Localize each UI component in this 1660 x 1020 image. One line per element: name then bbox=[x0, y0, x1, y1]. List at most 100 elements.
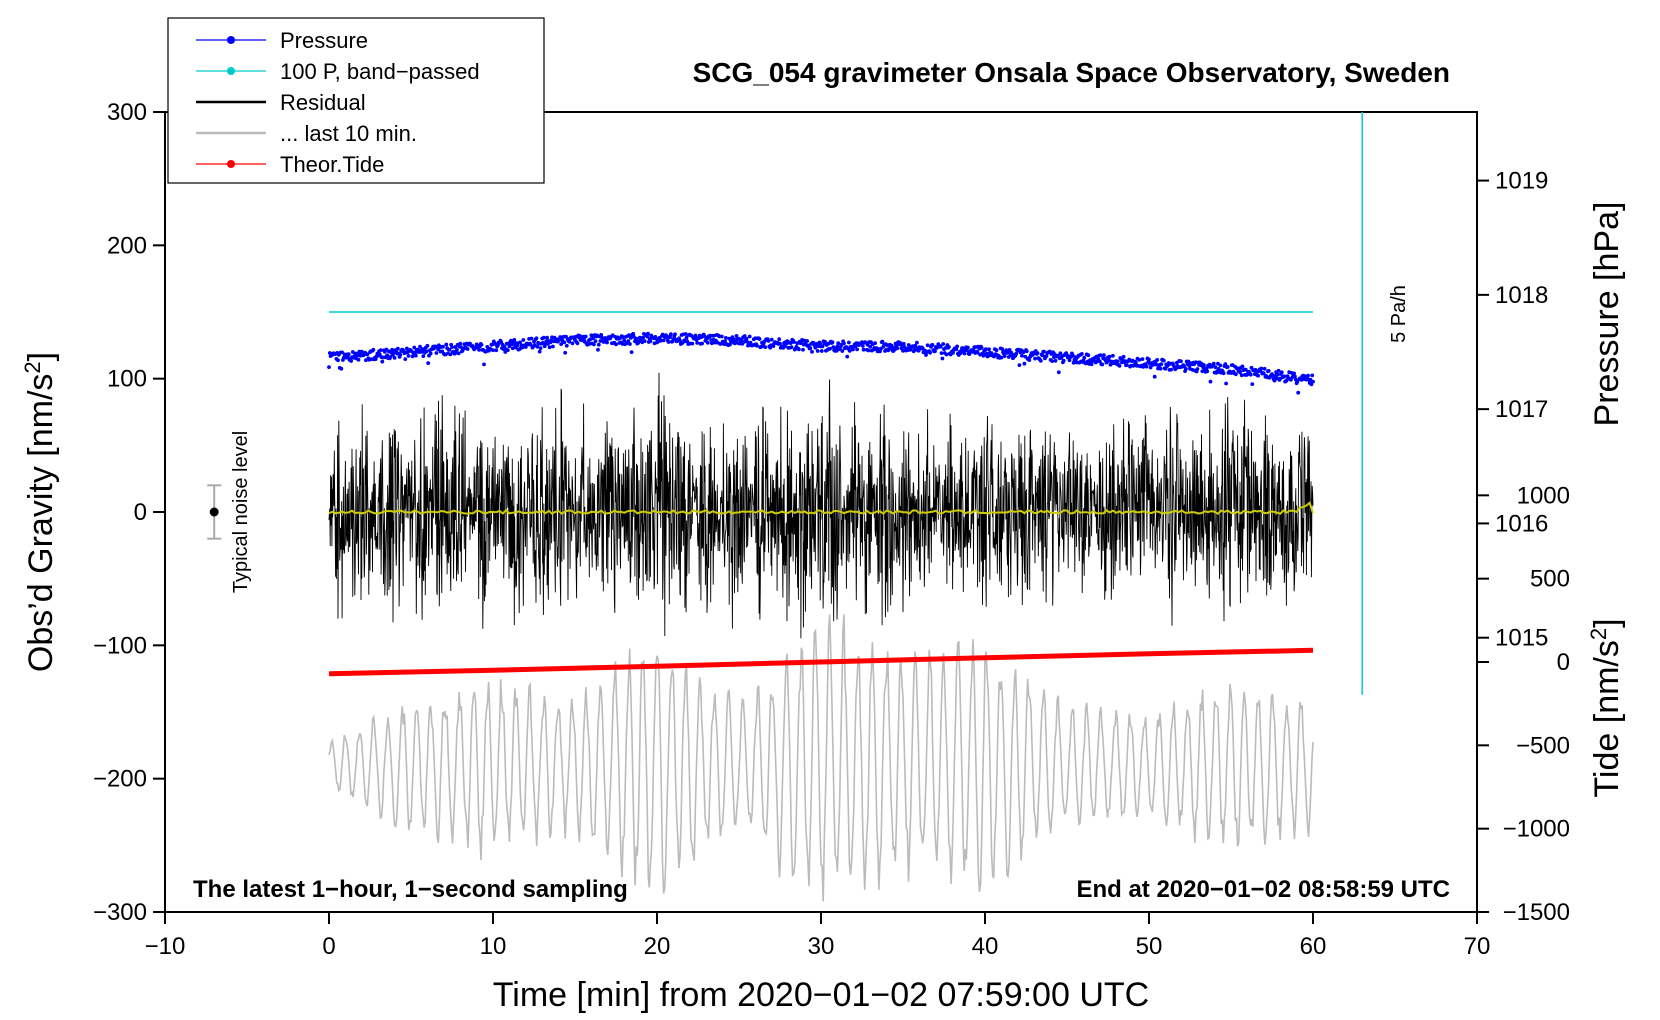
pressure-point bbox=[1184, 367, 1188, 371]
theoretical-tide-series bbox=[328, 647, 1314, 677]
pressure-point bbox=[744, 336, 749, 341]
pressure-point bbox=[769, 337, 774, 342]
pressure-point bbox=[777, 337, 782, 342]
x-tick-label: 70 bbox=[1464, 933, 1491, 960]
pressure-point bbox=[705, 340, 710, 345]
pressure-point bbox=[1276, 368, 1281, 373]
pressure-point bbox=[1053, 358, 1058, 363]
pressure-point bbox=[1027, 358, 1032, 362]
tide-tick-label: −500 bbox=[1516, 732, 1570, 759]
pressure-point bbox=[1061, 358, 1066, 363]
pressure-point bbox=[378, 348, 383, 352]
pressure-point bbox=[861, 347, 866, 352]
pressure-point bbox=[1097, 359, 1102, 364]
pressure-point bbox=[955, 344, 959, 349]
legend-label: Residual bbox=[280, 90, 366, 115]
pressure-point bbox=[805, 339, 809, 343]
pressure-point bbox=[447, 348, 452, 352]
pressure-point bbox=[755, 343, 759, 348]
pressure-point bbox=[494, 348, 499, 353]
legend-label: ... last 10 min. bbox=[280, 121, 417, 146]
pressure-point bbox=[734, 334, 739, 338]
pressure-point bbox=[414, 353, 418, 358]
pressure-point bbox=[819, 349, 824, 353]
pressure-point bbox=[1310, 373, 1315, 378]
pressure-point bbox=[728, 342, 732, 347]
pressure-point bbox=[789, 345, 794, 350]
pressure-point bbox=[365, 352, 370, 357]
pressure-tick-label: 1019 bbox=[1495, 168, 1548, 195]
y-axis-title-tide: Tide [nm/s2] bbox=[1586, 618, 1626, 797]
pressure-point bbox=[592, 342, 596, 347]
pressure-point bbox=[380, 359, 385, 364]
pressure-point bbox=[1234, 372, 1238, 377]
pressure-point bbox=[537, 349, 542, 354]
pressure-point bbox=[346, 352, 351, 357]
pressure-point bbox=[1292, 371, 1296, 376]
pressure-point bbox=[941, 342, 946, 346]
x-tick-label: −10 bbox=[145, 933, 186, 960]
pressure-point bbox=[1266, 369, 1271, 373]
pressure-point bbox=[1056, 370, 1061, 375]
pressure-point bbox=[596, 347, 600, 352]
pressure-point bbox=[810, 349, 814, 354]
pressure-point bbox=[1134, 360, 1138, 365]
pressure-point bbox=[690, 341, 695, 346]
tide-tick-label: 0 bbox=[1557, 649, 1570, 676]
pressure-point bbox=[1275, 372, 1280, 377]
x-tick-label: 30 bbox=[808, 933, 835, 960]
pressure-point bbox=[1042, 349, 1046, 354]
pressure-point bbox=[327, 365, 331, 369]
y-axis-pressure: 1015 1016 1017 1018 1019 bbox=[1477, 168, 1548, 652]
pressure-point bbox=[1262, 366, 1267, 371]
pressure-point bbox=[1309, 382, 1314, 387]
pressure-point bbox=[629, 350, 634, 354]
pressure-point bbox=[828, 346, 832, 351]
y-axis-title-tide-end: ] bbox=[1588, 618, 1626, 627]
pressure-point bbox=[915, 340, 919, 345]
pressure-point bbox=[1125, 363, 1129, 367]
pressure-point bbox=[1079, 352, 1084, 356]
pressure-point bbox=[962, 351, 967, 356]
y-axis-title-gravity-text: Obs’d Gravity [nm/s bbox=[22, 374, 60, 673]
pressure-point bbox=[913, 343, 918, 348]
pressure-point bbox=[1071, 360, 1076, 365]
pressure-point bbox=[745, 340, 750, 344]
pressure-point bbox=[593, 339, 598, 343]
pressure-point bbox=[847, 340, 851, 345]
annotation-rate: 5 Pa/h bbox=[1388, 285, 1410, 343]
pressure-point bbox=[456, 351, 461, 356]
pressure-point bbox=[559, 342, 563, 346]
y-axis-title-gravity-sup: 2 bbox=[20, 361, 45, 373]
pressure-point bbox=[1240, 364, 1245, 369]
y-tick-label: 100 bbox=[107, 366, 147, 393]
pressure-point bbox=[1311, 379, 1315, 384]
pressure-point bbox=[1306, 373, 1310, 378]
pressure-point bbox=[719, 334, 724, 339]
y-axis-title-tide-sup: 2 bbox=[1586, 628, 1611, 640]
chart-title: SCG_054 gravimeter Onsala Space Observat… bbox=[693, 57, 1450, 88]
pressure-point bbox=[518, 340, 522, 345]
y-tick-label: −100 bbox=[93, 632, 147, 659]
pressure-point bbox=[551, 344, 555, 349]
pressure-point bbox=[491, 348, 495, 353]
pressure-point bbox=[939, 351, 944, 355]
pressure-point bbox=[951, 351, 955, 355]
pressure-point bbox=[999, 355, 1004, 360]
pressure-point bbox=[1058, 351, 1063, 356]
pressure-point bbox=[570, 341, 575, 346]
pressure-point bbox=[1108, 362, 1113, 367]
pressure-point bbox=[535, 344, 540, 349]
pressure-point bbox=[1213, 365, 1218, 370]
pressure-point bbox=[349, 359, 353, 363]
pressure-point bbox=[1050, 359, 1055, 363]
pressure-point bbox=[813, 345, 818, 350]
pressure-point bbox=[529, 336, 534, 341]
pressure-point bbox=[339, 366, 344, 371]
tide-line bbox=[328, 647, 1314, 677]
pressure-point bbox=[1023, 354, 1028, 359]
pressure-point bbox=[641, 335, 645, 340]
pressure-point bbox=[575, 341, 580, 346]
pressure-point bbox=[564, 343, 569, 348]
pressure-point bbox=[901, 341, 906, 346]
